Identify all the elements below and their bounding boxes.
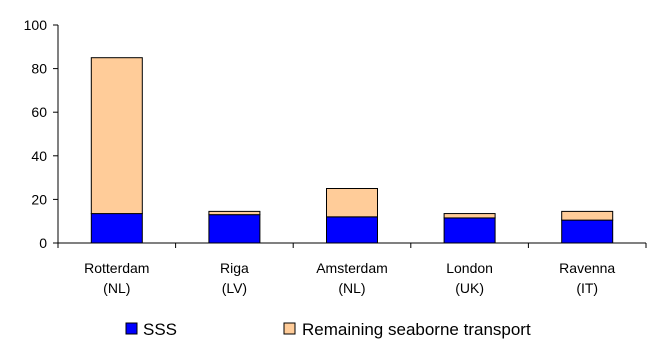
x-category-label: London bbox=[446, 260, 493, 276]
y-axis: 0 20 40 60 80 100 bbox=[24, 17, 59, 251]
y-tick-label: 100 bbox=[24, 17, 48, 33]
bar-remaining-3 bbox=[443, 213, 496, 219]
x-category-label: Ravenna bbox=[559, 260, 615, 276]
bar-remaining-1 bbox=[208, 210, 261, 216]
x-category-label: (IT) bbox=[576, 280, 598, 296]
bar-remaining-4 bbox=[561, 210, 614, 221]
legend-swatch-0 bbox=[125, 322, 138, 335]
y-tick-label: 80 bbox=[31, 61, 47, 77]
y-tick-label: 20 bbox=[31, 191, 47, 207]
bars-layer bbox=[90, 57, 614, 244]
legend-label-0: SSS bbox=[143, 320, 177, 339]
bar-remaining-2 bbox=[326, 188, 378, 218]
bar-sss-4 bbox=[561, 219, 614, 244]
x-category-label: (NL) bbox=[103, 280, 130, 296]
x-category-label: (UK) bbox=[455, 280, 484, 296]
bar-sss-0 bbox=[90, 213, 143, 244]
legend-swatch-1 bbox=[283, 322, 296, 335]
y-tick-label: 60 bbox=[31, 104, 47, 120]
x-category-label: Riga bbox=[220, 260, 249, 276]
legend-label-1: Remaining seaborne transport bbox=[302, 320, 531, 339]
x-category-label: (NL) bbox=[338, 280, 365, 296]
x-category-label: (LV) bbox=[222, 280, 247, 296]
bar-sss-3 bbox=[443, 217, 496, 244]
y-tick-label: 40 bbox=[31, 148, 47, 164]
x-category-label: Rotterdam bbox=[84, 260, 149, 276]
bar-remaining-0 bbox=[90, 57, 143, 215]
legend: SSS Remaining seaborne transport bbox=[125, 320, 531, 339]
x-axis: Rotterdam (NL) Riga (LV) Amsterdam (NL) London… bbox=[57, 242, 647, 296]
bar-sss-1 bbox=[208, 214, 261, 244]
bar-sss-2 bbox=[326, 216, 378, 244]
x-category-label: Amsterdam bbox=[316, 260, 388, 276]
y-tick-label: 0 bbox=[39, 235, 47, 251]
